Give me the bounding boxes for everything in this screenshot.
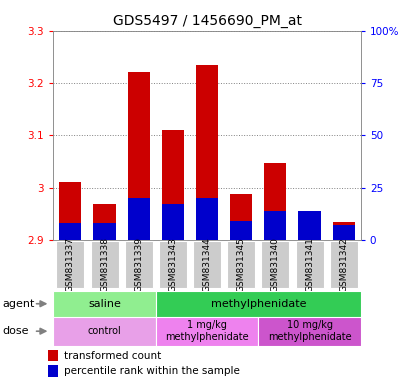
Text: GSM831342: GSM831342: [338, 238, 347, 292]
Bar: [59, 182, 81, 240]
Text: dose: dose: [2, 326, 29, 336]
Bar: [162, 130, 184, 240]
Bar: [196, 65, 218, 240]
Text: GSM831339: GSM831339: [134, 237, 143, 293]
Bar: [332, 222, 354, 240]
Text: transformed count: transformed count: [64, 351, 161, 361]
Text: GSM831338: GSM831338: [100, 237, 109, 293]
Text: 1 mg/kg
methylphenidate: 1 mg/kg methylphenidate: [165, 320, 248, 342]
Bar: [298, 237, 320, 240]
Text: 10 mg/kg
methylphenidate: 10 mg/kg methylphenidate: [267, 320, 351, 342]
Bar: [93, 223, 115, 240]
Bar: [258, 317, 360, 346]
Text: GSM831337: GSM831337: [66, 237, 75, 293]
FancyBboxPatch shape: [261, 242, 289, 288]
Text: GSM831340: GSM831340: [270, 238, 279, 292]
Text: saline: saline: [88, 299, 121, 309]
Bar: [162, 204, 184, 240]
Text: methylphenidate: methylphenidate: [210, 299, 305, 309]
Bar: [196, 198, 218, 240]
Bar: [53, 291, 155, 317]
Bar: [53, 317, 155, 346]
Bar: [127, 198, 149, 240]
Bar: [229, 221, 252, 240]
Bar: [264, 162, 286, 240]
FancyBboxPatch shape: [227, 242, 254, 288]
Bar: [155, 291, 360, 317]
Text: percentile rank within the sample: percentile rank within the sample: [64, 366, 239, 376]
FancyBboxPatch shape: [56, 242, 84, 288]
Bar: [298, 211, 320, 240]
Bar: [229, 194, 252, 240]
Text: control: control: [88, 326, 121, 336]
Bar: [155, 317, 258, 346]
Bar: [264, 211, 286, 240]
Text: GSM831345: GSM831345: [236, 238, 245, 292]
FancyBboxPatch shape: [158, 242, 187, 288]
FancyBboxPatch shape: [124, 242, 152, 288]
Bar: [127, 71, 149, 240]
FancyBboxPatch shape: [329, 242, 357, 288]
Text: GSM831341: GSM831341: [304, 238, 313, 292]
Text: GSM831343: GSM831343: [168, 238, 177, 292]
Bar: [48, 350, 58, 361]
Text: GSM831344: GSM831344: [202, 238, 211, 292]
Bar: [93, 204, 115, 240]
Bar: [332, 225, 354, 240]
FancyBboxPatch shape: [90, 242, 118, 288]
Bar: [59, 223, 81, 240]
Title: GDS5497 / 1456690_PM_at: GDS5497 / 1456690_PM_at: [112, 14, 301, 28]
FancyBboxPatch shape: [193, 242, 220, 288]
Bar: [48, 366, 58, 377]
FancyBboxPatch shape: [295, 242, 323, 288]
Text: agent: agent: [2, 299, 34, 309]
